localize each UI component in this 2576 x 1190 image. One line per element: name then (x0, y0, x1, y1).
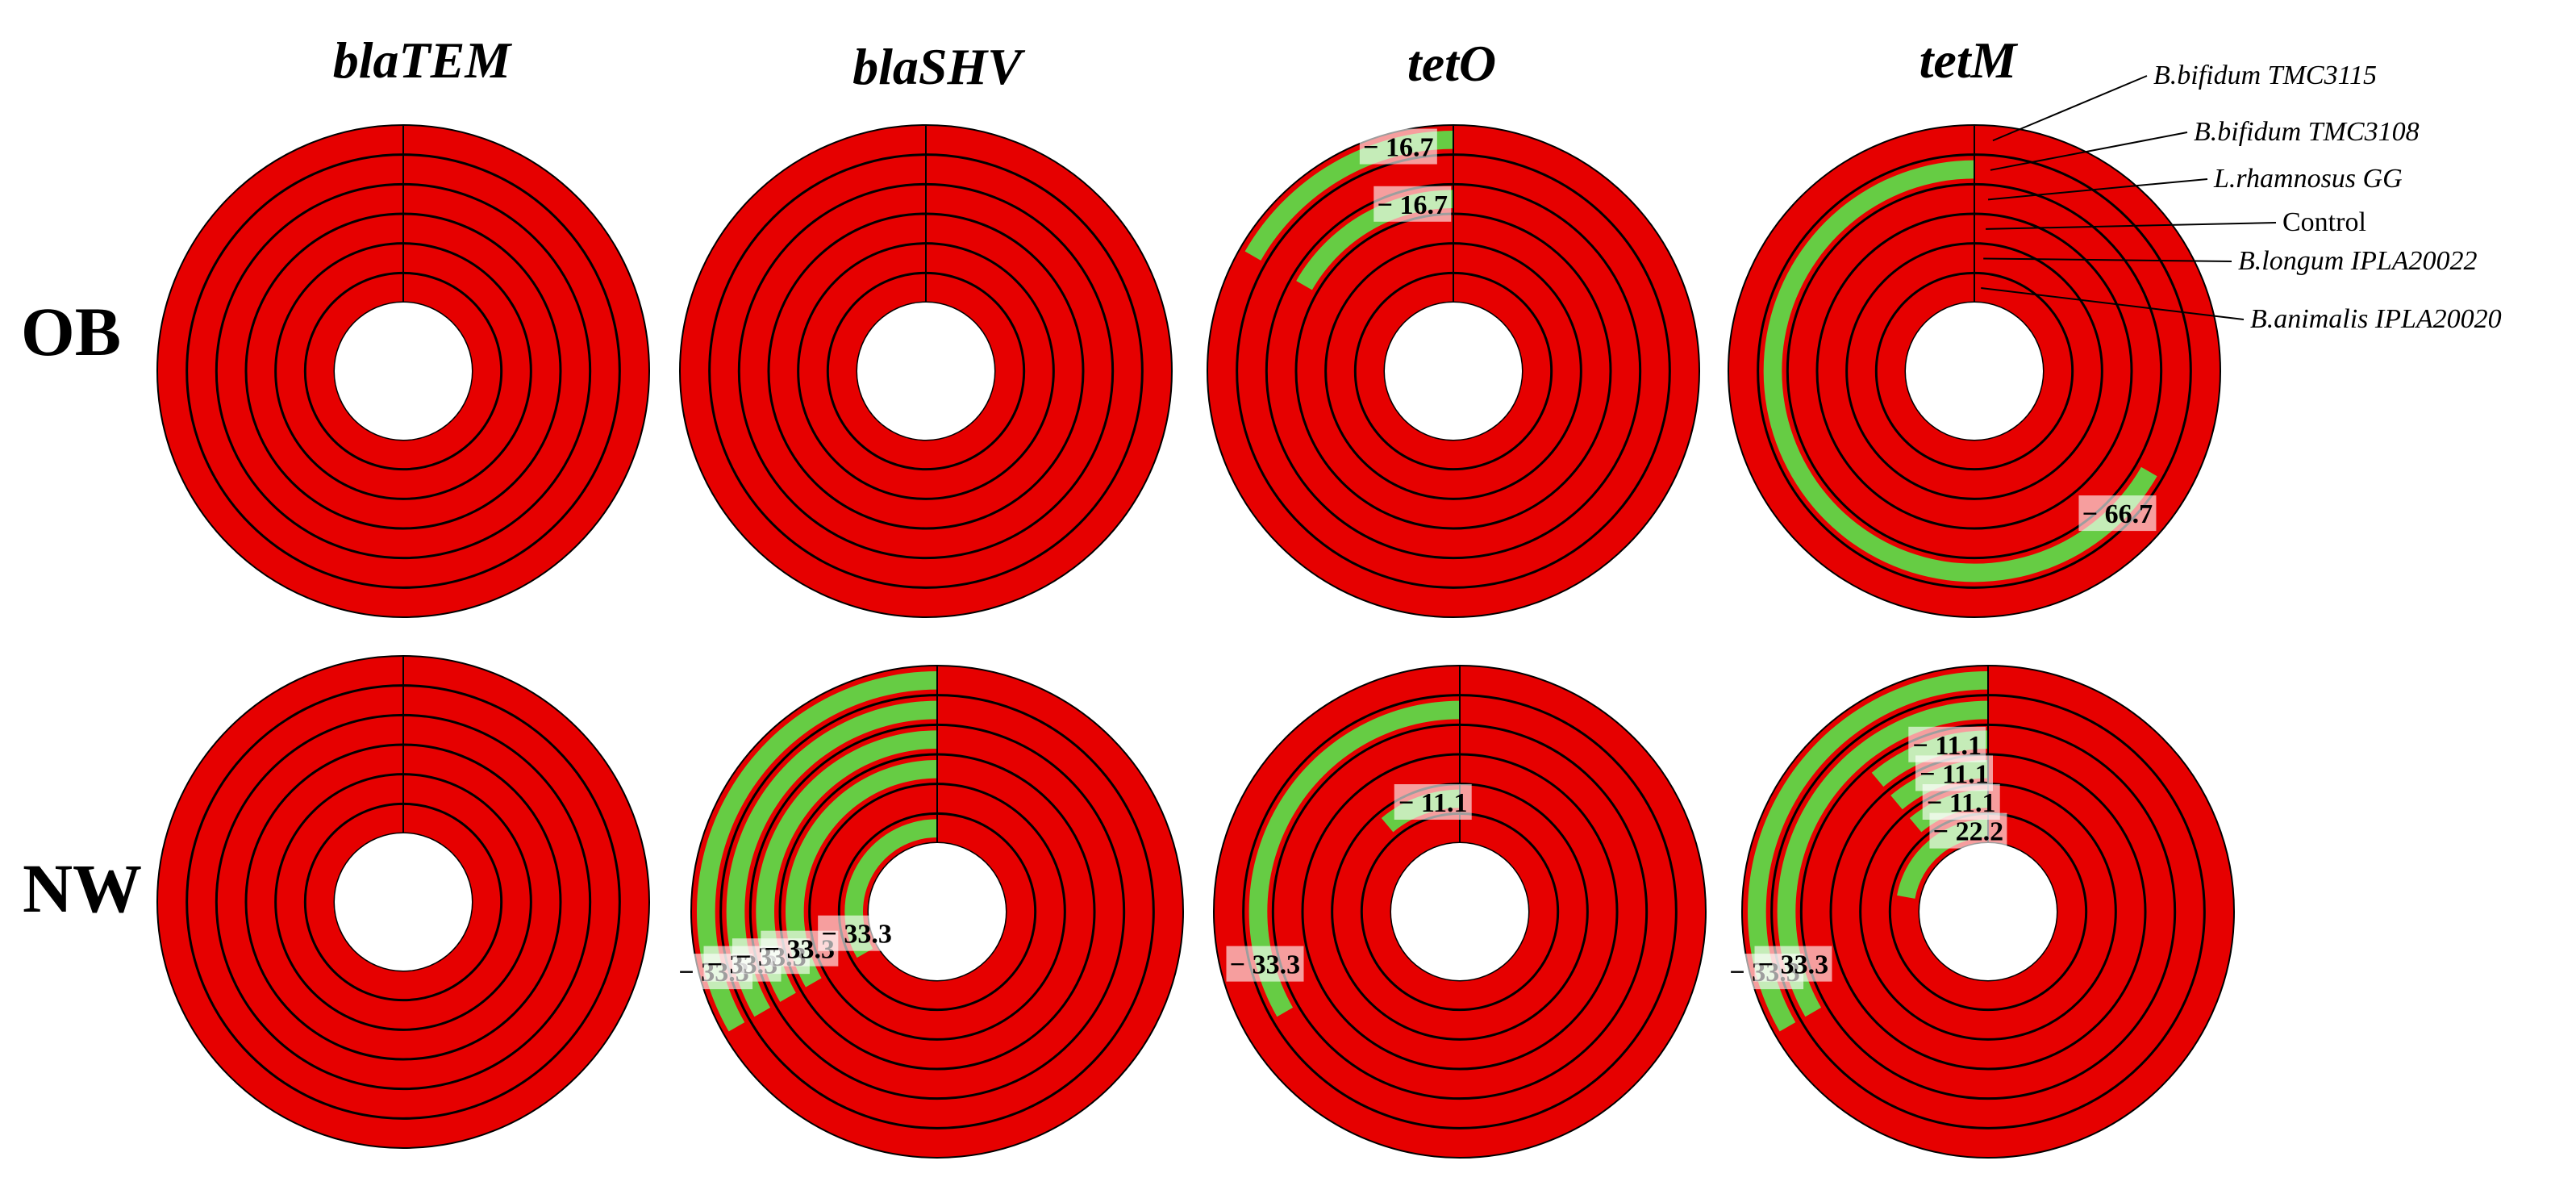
value-label: − 16.7 (1378, 190, 1448, 220)
center-hole (857, 303, 994, 440)
legend-label-b-bifidum-tmc3115: B.bifidum TMC3115 (2153, 61, 2377, 90)
panel-ob-blatem (156, 124, 650, 618)
panel-nw-blatem (156, 655, 650, 1149)
column-title-blashv: blaSHV (852, 38, 1026, 95)
value-label: − 33.3 (1230, 950, 1300, 980)
panel-nw-tetm: − 33.3− 33.3− 11.1− 11.1− 11.1− 22.2 (1726, 665, 2235, 1159)
center-hole (1391, 843, 1528, 980)
panel-nw-teto: − 33.3 − 11.1 (1213, 665, 1707, 1159)
value-label-bg (1394, 784, 1472, 820)
value-label-bg (1359, 128, 1437, 165)
bar-b-bifidum-tmc3108 (1777, 700, 1988, 1017)
bar-b-bifidum-tmc3108 (1248, 700, 1460, 1017)
panel-nw-blashv: − 33.3− 33.3− 33.3− 33.3− 33.3 (675, 665, 1184, 1159)
column-title-tetm: tetM (1919, 31, 2019, 89)
bar-b-bifidum-tmc3108 (726, 700, 937, 1017)
panel-ob-tetm: − 66.7 (1728, 124, 2221, 618)
bar-l-rhamnosus-gg (756, 730, 938, 1002)
legend-label-l-rhamnosus-gg: L.rhamnosus GG (2213, 164, 2403, 194)
center-hole (869, 843, 1006, 980)
value-label: − 16.7 (1363, 133, 1433, 163)
legend-leader-line (1983, 257, 2232, 262)
legend-label-b-longum-ipla20022: B.longum IPLA20022 (2238, 246, 2478, 276)
legend-leader-line (1981, 287, 2245, 320)
value-label: − 33.3 (1758, 950, 1828, 980)
value-label-bg (1373, 186, 1452, 222)
center-hole (1385, 303, 1522, 440)
legend-leader-line (1987, 178, 2208, 201)
value-label-bg (2078, 495, 2157, 532)
column-titles: blaTEM blaSHV tetO tetM (333, 31, 2019, 95)
value-label-bg (1929, 812, 2007, 849)
value-label: − 11.1 (1398, 788, 1468, 818)
legend-leader-line (1986, 222, 2277, 230)
center-hole (335, 303, 472, 440)
bar-b-bifidum-tmc3115 (697, 671, 937, 1032)
value-label-bg (818, 915, 896, 951)
ring-legend: B.bifidum TMC3115 B.bifidum TMC3108 L.rham… (1981, 61, 2502, 334)
panel-ob-teto: − 16.7 − 16.7 (1207, 124, 1700, 618)
value-label: − 66.7 (2082, 499, 2153, 529)
legend-label-b-bifidum-tmc3108: B.bifidum TMC3108 (2194, 117, 2420, 147)
value-label-bg (1226, 946, 1304, 982)
row-label-ob: OB (21, 293, 121, 370)
legend-leader-line (1992, 75, 2148, 142)
bar-b-animalis-ipla20020 (844, 819, 937, 958)
value-label: − 22.2 (1933, 817, 2003, 847)
column-title-blatem: blaTEM (333, 31, 513, 89)
bar-control (785, 760, 937, 987)
panel-ob-blashv (679, 124, 1173, 618)
center-hole (1919, 843, 2057, 980)
value-label-bg (1754, 946, 1832, 982)
center-hole (335, 833, 472, 971)
legend-leader-line (1990, 132, 2188, 171)
panels: − 16.7− 16.7− 66.7− 33.3− 33.3− 33.3− 33… (156, 124, 2235, 1159)
center-hole (1906, 303, 2043, 440)
legend-label-b-animalis-ipla20020: B.animalis IPLA20020 (2250, 304, 2502, 334)
row-labels: OB NW (21, 293, 142, 927)
bar-b-bifidum-tmc3115 (1748, 671, 1988, 1032)
row-label-nw: NW (23, 850, 142, 927)
column-title-teto: tetO (1407, 35, 1496, 92)
value-label: − 33.3 (821, 920, 891, 950)
legend-label-control: Control (2282, 207, 2366, 237)
